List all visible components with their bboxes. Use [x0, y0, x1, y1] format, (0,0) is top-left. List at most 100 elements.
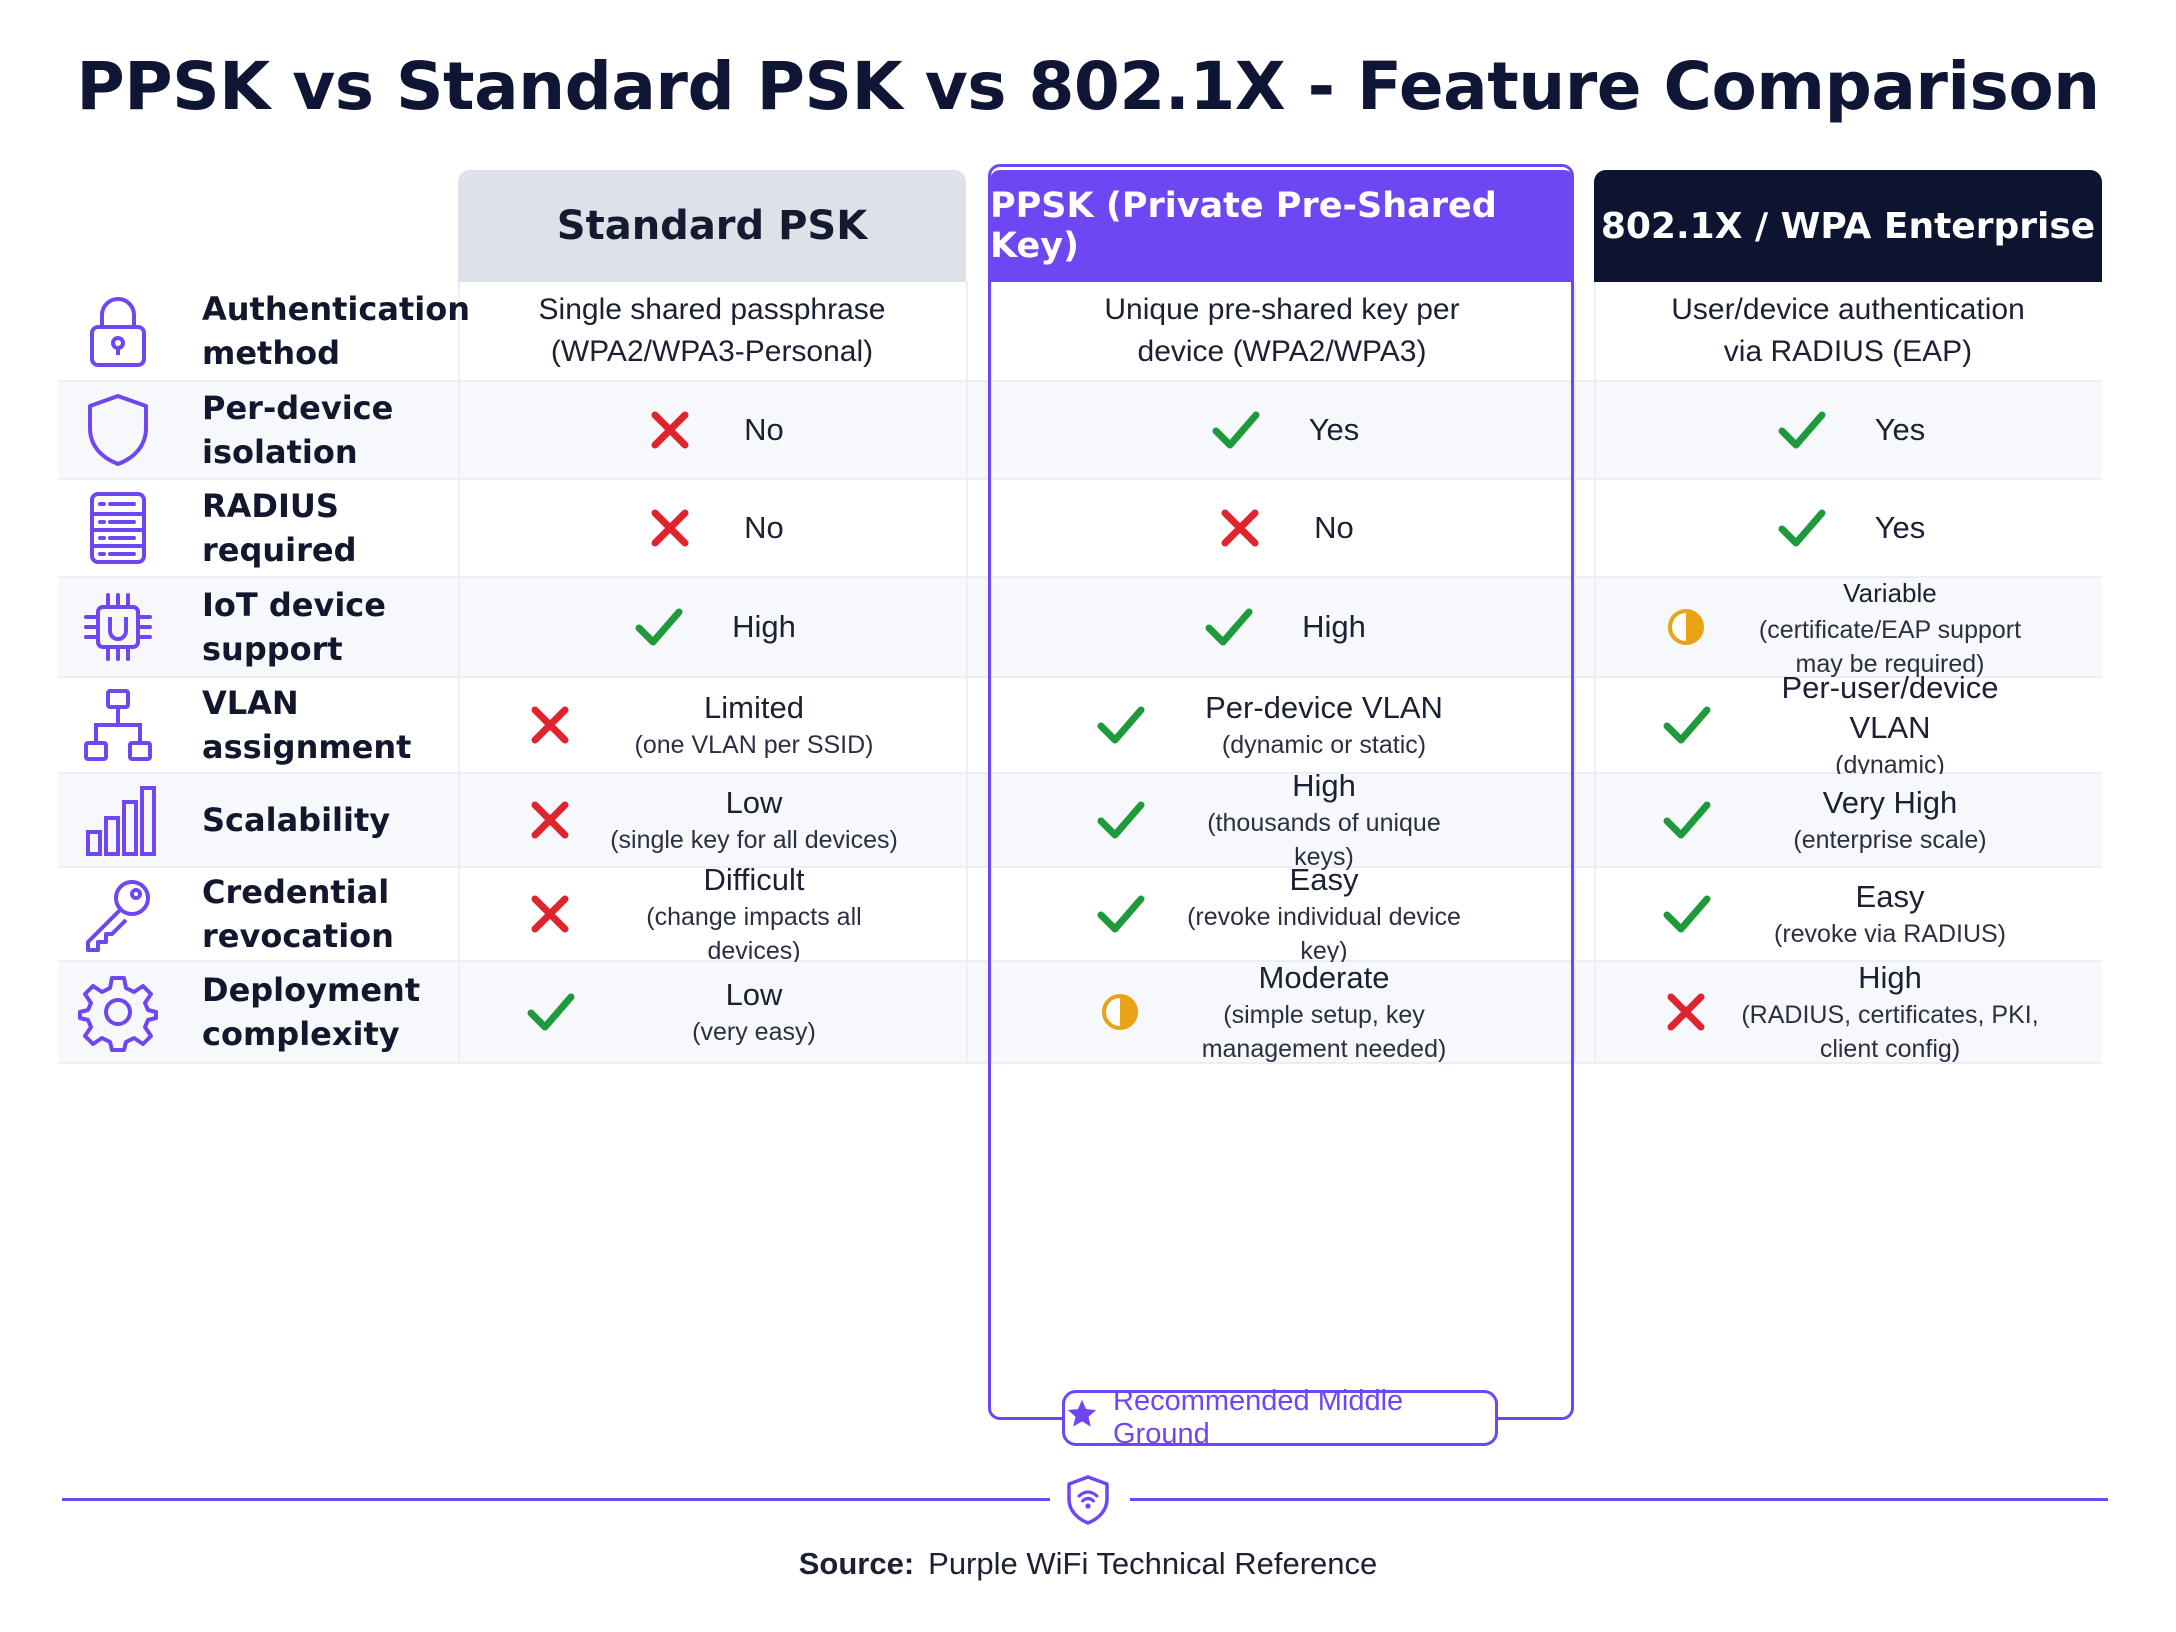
table-row: Scalability Low (single key for all device… — [58, 768, 2102, 871]
cross-icon — [520, 884, 580, 944]
feature-cell: Per-device isolation — [58, 382, 458, 478]
feature-label: RADIUS required — [202, 487, 357, 569]
column-divider — [1594, 962, 1596, 1062]
column-divider — [1594, 868, 1596, 960]
column-divider — [966, 578, 968, 676]
feature-label: Authentication method — [202, 290, 470, 372]
recommended-badge: Recommended Middle Ground — [1062, 1385, 1498, 1450]
feature-cell: Deployment complexity — [58, 962, 458, 1062]
cell-value: High — [732, 609, 796, 644]
cross-icon — [640, 400, 700, 460]
check-icon — [1656, 695, 1716, 755]
cell-value: Difficult — [703, 862, 805, 897]
check-icon — [1771, 400, 1831, 460]
cell-value: No — [1314, 510, 1354, 545]
cell-enterprise: High (RADIUS, certificates, PKI, client c… — [1594, 960, 2102, 1063]
cell-value: Yes — [1308, 412, 1360, 447]
column-divider — [458, 962, 460, 1062]
feature-label: VLAN assignment — [202, 684, 412, 766]
cell-value: Moderate — [1258, 960, 1390, 995]
cell-note: (one VLAN per SSID) — [634, 731, 874, 759]
cell-text: Unique pre-shared key per device (WPA2/W… — [1104, 293, 1460, 368]
check-icon — [520, 982, 580, 1042]
cell-enterprise: User/device authentication via RADIUS (E… — [1594, 282, 2102, 380]
cross-icon — [520, 695, 580, 755]
column-divider — [966, 282, 968, 380]
table-row: IoT device support High High Variable (certi… — [58, 578, 2102, 678]
feature-label: Credential revocation — [202, 873, 394, 955]
column-header-enterprise: 802.1X / WPA Enterprise — [1594, 170, 2102, 282]
column-divider — [458, 480, 460, 576]
cell-enterprise: Per-user/device VLAN (dynamic) — [1594, 670, 2102, 779]
footer-divider-left — [62, 1498, 1050, 1501]
check-icon — [1090, 695, 1150, 755]
cell-ppsk: High — [990, 578, 1574, 676]
check-icon — [1090, 884, 1150, 944]
cell-value: Per-device VLAN — [1205, 690, 1443, 725]
cell-enterprise: Yes — [1594, 382, 2102, 478]
cell-standard-psk: High — [458, 578, 966, 676]
check-icon — [628, 597, 688, 657]
cell-standard-psk: Single shared passphrase (WPA2/WPA3-Pers… — [458, 282, 966, 380]
feature-label: Deployment complexity — [202, 971, 421, 1053]
column-divider — [1574, 774, 1576, 866]
cell-ppsk: Unique pre-shared key per device (WPA2/W… — [990, 282, 1574, 380]
cell-standard-psk: No — [458, 480, 966, 576]
cross-icon — [520, 790, 580, 850]
column-divider — [1574, 282, 1576, 380]
column-divider — [458, 868, 460, 960]
cross-icon — [640, 498, 700, 558]
column-divider — [990, 962, 992, 1062]
column-divider — [966, 678, 968, 772]
table-row: RADIUS required No No Yes — [58, 480, 2102, 578]
table-row: Credential revocation Difficult (change im… — [58, 862, 2102, 965]
check-icon — [1656, 790, 1716, 850]
cell-ppsk: Per-device VLAN (dynamic or static) — [990, 678, 1574, 772]
cell-value: High — [1858, 960, 1922, 995]
column-divider — [966, 962, 968, 1062]
cell-enterprise: Very High (enterprise scale) — [1594, 774, 2102, 866]
column-divider — [966, 868, 968, 960]
column-divider — [990, 480, 992, 576]
cell-enterprise: Easy (revoke via RADIUS) — [1594, 868, 2102, 960]
comparison-table: Authentication method Single shared passp… — [58, 282, 2102, 1064]
cell-ppsk: No — [990, 480, 1574, 576]
cell-note: (very easy) — [692, 1018, 816, 1046]
half-circle-icon — [1090, 982, 1150, 1042]
table-row: Authentication method Single shared passp… — [58, 282, 2102, 382]
cell-value: Low — [725, 977, 783, 1012]
cell-note: (revoke individual device key) — [1187, 903, 1461, 965]
check-icon — [1205, 400, 1265, 460]
column-divider — [990, 382, 992, 478]
star-icon — [1065, 1397, 1099, 1439]
cell-standard-psk: No — [458, 382, 966, 478]
cell-ppsk: Easy (revoke individual device key) — [990, 862, 1574, 965]
source-line: Source: Purple WiFi Technical Reference — [0, 1546, 2176, 1582]
lock-icon — [58, 291, 178, 371]
column-divider — [990, 774, 992, 866]
column-divider — [458, 678, 460, 772]
column-divider — [990, 578, 992, 676]
cell-ppsk: Moderate (simple setup, key management ne… — [990, 960, 1574, 1063]
cell-value: Easy — [1289, 862, 1359, 897]
column-divider — [1594, 480, 1596, 576]
source-label: Source: — [798, 1546, 915, 1581]
source-value: Purple WiFi Technical Reference — [928, 1546, 1378, 1581]
cell-standard-psk: Limited (one VLAN per SSID) — [458, 678, 966, 772]
cell-value: High — [1302, 609, 1366, 644]
page-title: PPSK vs Standard PSK vs 802.1X - Feature… — [76, 48, 2100, 125]
column-divider — [458, 774, 460, 866]
column-divider — [1594, 578, 1596, 676]
cell-standard-psk: Low (single key for all devices) — [458, 774, 966, 866]
network-icon — [58, 685, 178, 765]
cell-enterprise: Yes — [1594, 480, 2102, 576]
feature-cell: IoT device support — [58, 578, 458, 676]
check-icon — [1198, 597, 1258, 657]
cell-note: (change impacts all devices) — [646, 903, 862, 965]
table-row: Deployment complexity Low (very easy) Moder… — [58, 960, 2102, 1064]
bar-chart-icon — [58, 780, 178, 860]
cell-value: Limited — [704, 690, 804, 725]
column-divider — [1574, 678, 1576, 772]
feature-cell: VLAN assignment — [58, 678, 458, 772]
feature-label: Per-device isolation — [202, 389, 394, 471]
